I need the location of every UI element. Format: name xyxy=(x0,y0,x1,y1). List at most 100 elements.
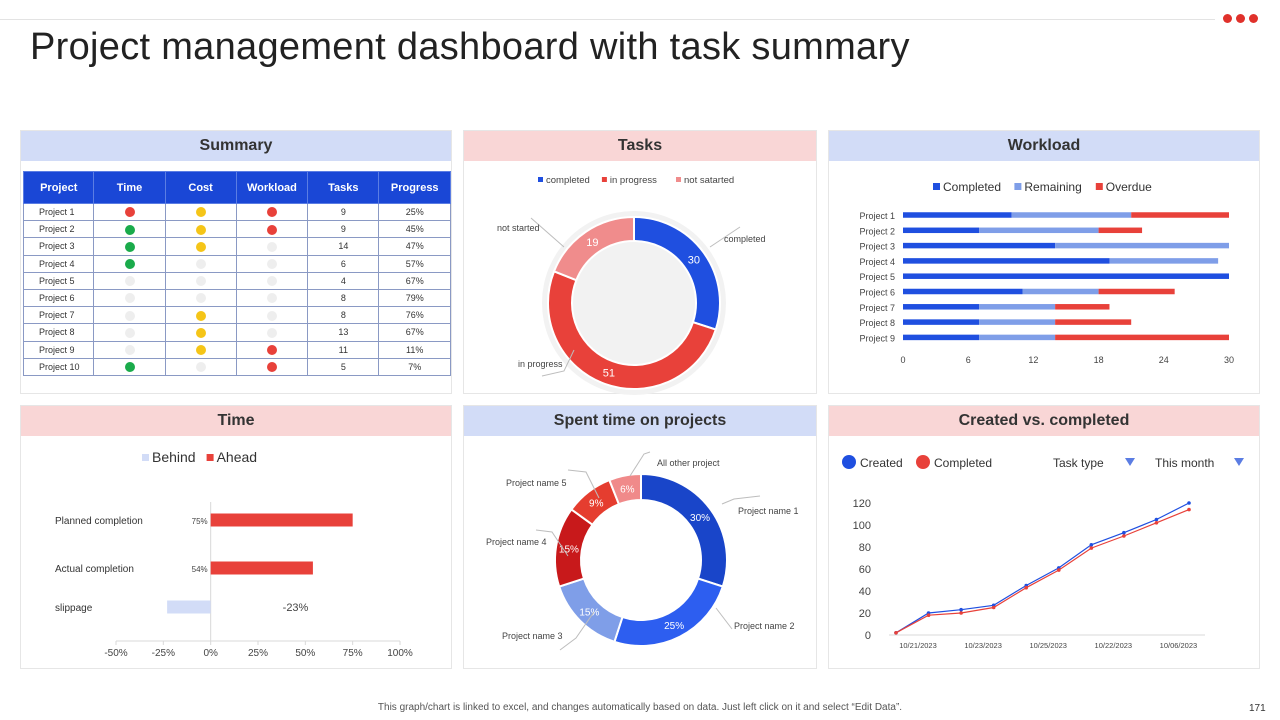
leader-line xyxy=(567,469,600,499)
legend-swatch xyxy=(601,177,607,182)
legend-swatch xyxy=(538,177,543,182)
workload-bar xyxy=(1098,288,1175,295)
progress-value: 76% xyxy=(378,306,451,325)
legend-label: Remaining xyxy=(1024,180,1081,194)
status-cell xyxy=(235,220,309,239)
leader-line xyxy=(715,607,733,630)
task-count: 9 xyxy=(307,202,380,222)
data-point xyxy=(1154,521,1159,525)
status-cell xyxy=(235,271,309,290)
column-header: Tasks xyxy=(307,171,380,204)
status-cell xyxy=(93,306,166,325)
time-status-dot xyxy=(124,258,135,269)
status-cell xyxy=(235,237,309,256)
workload-bar xyxy=(979,304,1056,310)
period-filter[interactable]: This month xyxy=(1155,456,1214,470)
category-label: Project 1 xyxy=(859,211,895,221)
project-name: Project 10 xyxy=(22,357,95,376)
data-label: 54% xyxy=(192,565,208,574)
workload-bar xyxy=(1022,288,1099,295)
legend-label: Created xyxy=(860,456,903,470)
workload-status-dot xyxy=(266,224,277,235)
data-point xyxy=(926,613,931,617)
slice-outer-label: Project name 2 xyxy=(734,621,795,631)
status-cell xyxy=(235,357,309,376)
x-tick-label: 25% xyxy=(248,648,268,659)
time-status-dot xyxy=(124,224,135,235)
progress-value: 45% xyxy=(378,220,451,239)
status-cell xyxy=(93,237,166,256)
slice-value-label: 19 xyxy=(586,237,598,249)
legend-label: not satarted xyxy=(684,175,734,186)
status-cell xyxy=(164,323,237,342)
created-heading: Created vs. completed xyxy=(829,406,1259,436)
time-bar-chart: Behind Ahead Planned completion 75% Actual c… xyxy=(55,449,413,659)
time-status-dot xyxy=(124,344,135,355)
status-cell xyxy=(164,288,237,308)
data-point xyxy=(1089,546,1094,550)
cost-status-dot xyxy=(195,293,206,304)
page-number: 171 xyxy=(1249,703,1266,714)
data-point xyxy=(1122,534,1126,538)
status-cell xyxy=(164,202,237,222)
status-cell xyxy=(235,306,309,325)
time-bar xyxy=(210,513,353,527)
workload-bar xyxy=(979,319,1056,325)
x-tick-label: 12 xyxy=(1028,355,1038,365)
task-count: 5 xyxy=(307,357,380,376)
progress-value: 47% xyxy=(378,237,451,256)
spent-panel: Spent time on projects 30% 25% 15% 15% 9% 6% P… xyxy=(463,405,817,669)
category-label: Project 9 xyxy=(859,333,895,343)
legend-label: Overdue xyxy=(1106,180,1152,194)
legend-label: Completed xyxy=(943,180,1001,194)
workload-status-dot xyxy=(266,310,277,321)
created-panel: Created vs. completed Created Completed Ta… xyxy=(828,405,1260,669)
summary-heading: Summary xyxy=(21,131,451,161)
category-label: Project 4 xyxy=(859,257,895,267)
status-cell xyxy=(93,288,166,308)
workload-bar xyxy=(903,273,1229,279)
legend-swatch xyxy=(1095,183,1103,190)
menu-dots-icon[interactable] xyxy=(1223,14,1258,23)
x-tick-label: 6 xyxy=(966,355,971,365)
workload-status-dot xyxy=(266,293,277,304)
workload-bar xyxy=(903,319,980,325)
progress-value: 57% xyxy=(378,254,451,273)
column-header: Workload xyxy=(235,171,309,204)
data-point xyxy=(1187,501,1191,505)
workload-bar xyxy=(1055,334,1229,341)
progress-value: 79% xyxy=(378,288,451,308)
task-count: 13 xyxy=(307,323,380,342)
task-type-filter[interactable]: Task type xyxy=(1053,456,1104,470)
status-cell xyxy=(235,202,309,222)
time-status-dot xyxy=(124,276,135,287)
category-label: Actual completion xyxy=(55,564,134,575)
workload-bar xyxy=(903,212,1012,218)
legend-dot xyxy=(916,455,930,469)
spent-slice xyxy=(608,472,642,506)
slice-value-label: 51 xyxy=(603,368,615,380)
leader-line xyxy=(530,217,565,248)
summary-panel: Summary Project Time Cost Workload Tasks Prog… xyxy=(20,130,452,394)
table-row: Project 6 8 79% xyxy=(22,288,451,308)
x-tick-label: 10/25/2023 xyxy=(1029,641,1067,650)
status-cell xyxy=(164,220,237,239)
x-tick-label: 10/21/2023 xyxy=(899,641,937,650)
workload-bar-chart: Completed Remaining Overdue Project 1 Projec… xyxy=(859,180,1234,365)
workload-bar xyxy=(1109,258,1219,264)
table-row: Project 2 9 45% xyxy=(22,220,451,239)
slice-outer-label: completed xyxy=(724,234,766,244)
page-title: Project management dashboard with task s… xyxy=(30,26,910,68)
cost-status-dot xyxy=(195,241,206,252)
x-tick-label: 75% xyxy=(343,648,363,659)
slice-outer-label: All other project xyxy=(657,458,720,468)
status-cell xyxy=(93,323,166,342)
progress-value: 67% xyxy=(378,271,451,290)
data-point xyxy=(1089,543,1094,547)
created-line-chart: Created Completed Task type This month 0 20 40… xyxy=(842,455,1244,650)
progress-value: 7% xyxy=(378,357,451,376)
slice-value-label: 25% xyxy=(664,621,684,632)
data-label: 75% xyxy=(192,517,208,526)
x-tick-label: 100% xyxy=(387,648,413,659)
data-point xyxy=(1056,568,1061,572)
